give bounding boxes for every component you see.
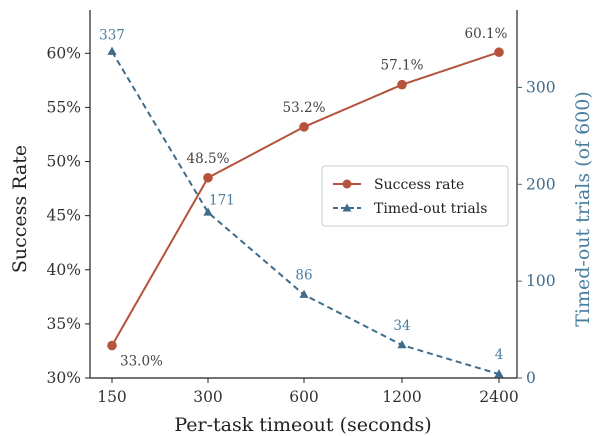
- success-rate-data-label: 33.0%: [120, 354, 163, 370]
- legend-box: [321, 165, 509, 227]
- timeouts-point: [494, 369, 504, 378]
- y-left-tick-label: 50%: [47, 153, 81, 171]
- y-left-tick-label: 35%: [47, 315, 81, 333]
- success-rate-data-label: 60.1%: [465, 26, 508, 42]
- success-rate-point: [494, 47, 504, 58]
- x-tick-label: 600: [289, 388, 319, 406]
- y-right-tick-label: 300: [526, 78, 556, 96]
- y-axis-right-label: Timed-out trials (of 600): [572, 91, 594, 327]
- timeouts-data-label: 86: [295, 268, 312, 284]
- y-right-tick-label: 200: [526, 175, 556, 193]
- axes: 30% 35% 40% 45% 50% 55% 60% 0 100 200 300 150 300 600…: [47, 10, 556, 406]
- timeouts-point: [397, 340, 407, 349]
- y-right-tick-label: 0: [526, 369, 536, 387]
- legend-marker-success: [342, 179, 352, 189]
- success-rate-data-label: 48.5%: [187, 151, 230, 167]
- data-labels: 33.0% 48.5% 53.2% 57.1% 60.1% 337 171 86 34 4: [99, 26, 508, 369]
- y-left-tick-label: 60%: [47, 44, 81, 62]
- y-right-tick-label: 100: [526, 272, 556, 290]
- x-axis-label: Per-task timeout (seconds): [174, 414, 431, 436]
- y-left-tick-label: 30%: [47, 369, 81, 387]
- x-tick-label: 2400: [479, 388, 518, 406]
- legend-label-timeouts: Timed-out trials: [374, 201, 487, 217]
- success-rate-point: [299, 122, 309, 132]
- timeouts-data-label: 337: [99, 28, 125, 44]
- y-left-tick-label: 45%: [47, 207, 81, 225]
- x-tick-label: 300: [193, 388, 223, 406]
- timeouts-point: [203, 207, 213, 216]
- legend: Success rate Timed-out trials: [321, 165, 509, 227]
- success-rate-data-label: 53.2%: [283, 100, 326, 116]
- y-left-tick-label: 55%: [47, 98, 81, 116]
- x-tick-label: 1200: [382, 388, 421, 406]
- success-rate-point: [107, 340, 117, 351]
- success-rate-point: [203, 172, 213, 183]
- timeouts-data-label: 171: [209, 192, 235, 208]
- legend-label-success: Success rate: [374, 177, 464, 193]
- y-left-tick-label: 40%: [47, 261, 81, 279]
- timeouts-data-label: 4: [495, 347, 504, 363]
- series-layer: [107, 46, 504, 378]
- y-axis-left-label: Success Rate: [9, 145, 31, 273]
- legend-marker-timeouts: [342, 203, 352, 212]
- timeouts-point: [299, 289, 309, 298]
- timeouts-point: [107, 46, 117, 55]
- success-rate-point: [397, 79, 407, 90]
- timeouts-data-label: 34: [393, 318, 410, 334]
- x-tick-label: 150: [97, 388, 127, 406]
- success-rate-data-label: 57.1%: [381, 58, 424, 74]
